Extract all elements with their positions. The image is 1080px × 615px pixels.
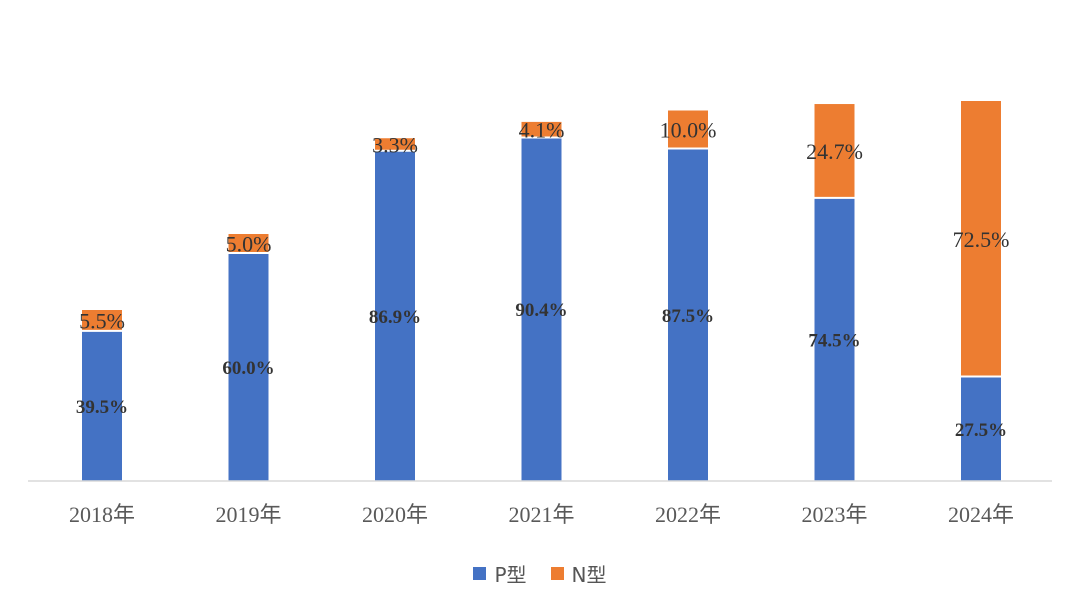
x-tick-label-4: 2022年 (655, 502, 721, 527)
data-label-n-4: 10.0% (660, 118, 717, 143)
data-label-p-0: 39.5% (76, 397, 128, 418)
x-tick-label-3: 2021年 (508, 502, 574, 527)
bar-p-0 (82, 330, 122, 481)
data-label-p-1: 60.0% (222, 358, 274, 379)
data-label-n-2: 3.3% (372, 133, 418, 158)
data-label-n-0: 5.5% (79, 308, 125, 333)
data-label-p-6: 27.5% (955, 420, 1007, 441)
data-label-p-5: 74.5% (808, 330, 860, 351)
bar-n-3 (521, 121, 562, 138)
bar-n-0 (82, 310, 122, 331)
data-label-p-4: 87.5% (662, 306, 714, 327)
data-label-n-3: 4.1% (519, 118, 565, 143)
bar-n-5 (814, 104, 855, 198)
data-label-n-5: 24.7% (806, 139, 863, 164)
bar-p-4 (668, 148, 708, 481)
legend-item-n: N型 (550, 559, 607, 588)
x-tick-label-0: 2018年 (69, 502, 135, 527)
legend: P型 N型 (0, 558, 1080, 588)
x-tick-label-2: 2020年 (362, 502, 428, 527)
data-label-n-1: 5.0% (226, 232, 272, 257)
bar-p-2 (375, 150, 415, 481)
legend-swatch-p (473, 566, 487, 580)
x-tick-label-1: 2019年 (215, 502, 281, 527)
data-label-p-2: 86.9% (369, 307, 421, 328)
legend-label-n: N型 (571, 562, 607, 587)
bar-n-4 (668, 110, 708, 149)
bar-p-1 (228, 253, 269, 481)
bar-n-2 (375, 138, 415, 151)
bar-p-5 (814, 197, 855, 481)
legend-label-p: P型 (494, 562, 527, 587)
bar-n-1 (228, 234, 269, 253)
legend-item-p: P型 (473, 559, 527, 588)
x-tick-label-6: 2024年 (948, 502, 1014, 527)
legend-swatch-n (550, 566, 564, 580)
bar-p-3 (521, 137, 562, 482)
x-tick-label-5: 2023年 (801, 502, 867, 527)
bar-n-6 (961, 101, 1001, 377)
data-label-p-3: 90.4% (515, 300, 567, 321)
data-label-n-6: 72.5% (953, 227, 1010, 252)
bar-p-6 (961, 376, 1001, 481)
